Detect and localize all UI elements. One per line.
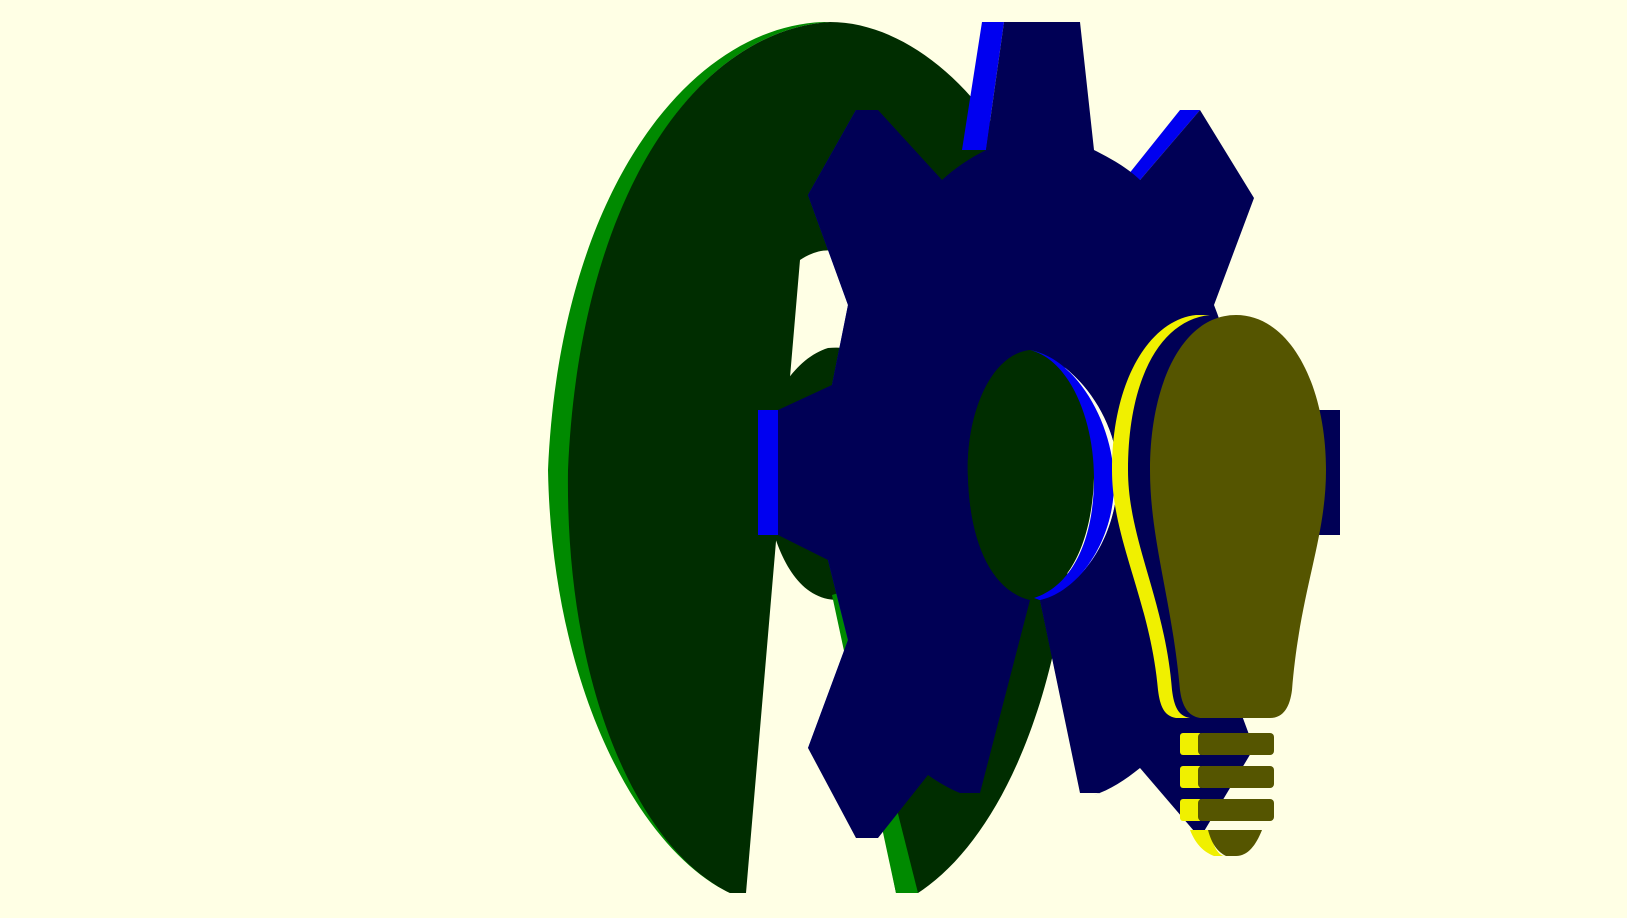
bulb-thread-3 [1198, 799, 1274, 821]
bulb-thread-1 [1198, 733, 1274, 755]
gear-hole-edge [1030, 350, 1115, 600]
bulb-tip-side [1190, 830, 1224, 856]
bulb-face [1150, 315, 1326, 718]
bulb-thread-1-side [1180, 733, 1202, 755]
bulb-thread-2-side [1180, 766, 1202, 788]
gear-hole [967, 350, 1095, 600]
light-bulb-icon [1112, 315, 1326, 856]
bulb-side [1112, 315, 1210, 718]
bulb-tip [1208, 830, 1262, 856]
bulb-thread-2 [1198, 766, 1274, 788]
bulb-thread-3-side [1180, 799, 1202, 821]
